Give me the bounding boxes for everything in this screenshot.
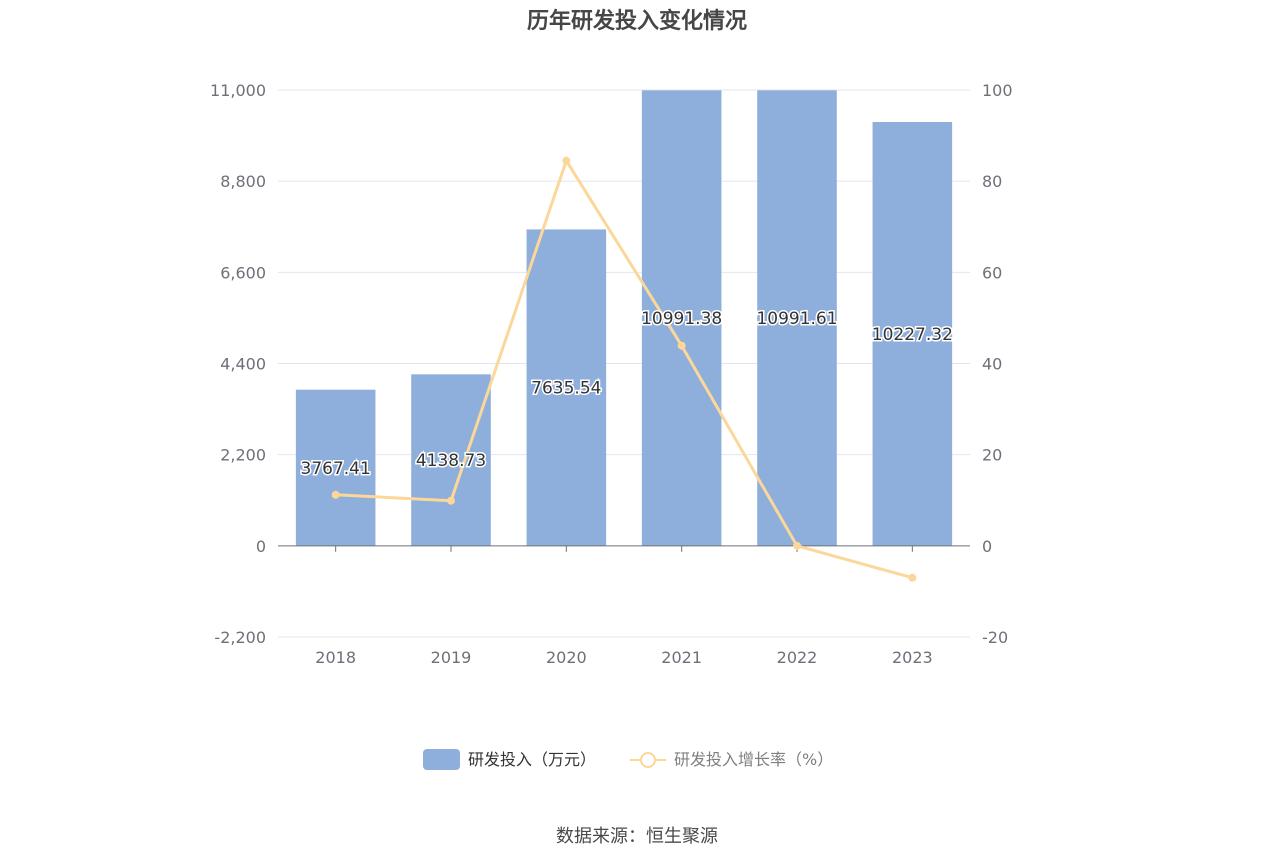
- y-left-tick-label: 4,400: [220, 355, 266, 374]
- y-right-tick-label: 80: [982, 172, 1002, 191]
- bar-value-label: 7635.54: [531, 379, 601, 399]
- bar: [757, 90, 837, 546]
- x-tick-label: 2021: [661, 648, 702, 667]
- x-tick-label: 2019: [431, 648, 472, 667]
- bar-value-label: 10991.38: [641, 309, 722, 329]
- y-left-tick-label: 2,200: [220, 446, 266, 465]
- bar-value-label: 10227.32: [872, 325, 953, 345]
- bar: [411, 374, 491, 546]
- bar: [295, 389, 376, 546]
- y-right-tick-label: 40: [982, 355, 1002, 374]
- growth-point: [908, 573, 917, 582]
- x-tick-label: 2023: [892, 648, 933, 667]
- growth-line: [335, 159, 913, 580]
- growth-point: [793, 541, 801, 550]
- y-right-tick-label: -20: [982, 628, 1008, 647]
- legend-line-marker: [640, 752, 656, 768]
- y-left-tick-label: 11,000: [210, 81, 266, 100]
- bar-series: [295, 90, 953, 546]
- growth-point: [562, 156, 571, 165]
- bar: [526, 229, 607, 546]
- y-right-tick-label: 0: [982, 537, 992, 556]
- legend-item-line[interactable]: 研发投入增长率（%）: [630, 750, 833, 769]
- y-right-tick-label: 100: [982, 81, 1013, 100]
- growth-point: [331, 490, 340, 499]
- legend[interactable]: 研发投入（万元） 研发投入增长率（%）: [423, 749, 833, 770]
- grid-lines: [278, 89, 970, 638]
- legend-bar-swatch: [423, 749, 460, 770]
- bar-value-label: 10991.61: [756, 309, 837, 329]
- source-note: 数据来源：恒生聚源: [556, 826, 718, 847]
- y-right-tick-label: 20: [982, 446, 1002, 465]
- y-left-tick-label: 0: [256, 537, 266, 556]
- axes: -2,200 0 2,200 4,400 6,600 8,800 11,000 -20 0 20 4…: [210, 81, 1013, 667]
- x-tick-label: 2018: [315, 648, 356, 667]
- data-labels: 3767.41 4138.73 7635.54 10991.38 10991.61 102…: [299, 308, 954, 481]
- y-right-tick-label: 60: [982, 263, 1002, 282]
- bar: [872, 122, 953, 546]
- legend-item-bar[interactable]: 研发投入（万元）: [423, 749, 596, 770]
- line-series: [331, 156, 917, 582]
- y-left-tick-label: 6,600: [220, 263, 266, 282]
- y-left-tick-label: -2,200: [214, 628, 266, 647]
- bar-value-label: 3767.41: [301, 459, 371, 479]
- chart-title: 历年研发投入变化情况: [527, 8, 747, 34]
- growth-point: [447, 496, 455, 505]
- growth-point: [677, 341, 686, 350]
- legend-line-label: 研发投入增长率（%）: [674, 750, 833, 769]
- y-left-tick-label: 8,800: [220, 172, 266, 191]
- bar: [641, 90, 722, 546]
- x-tick-label: 2020: [546, 648, 587, 667]
- bar-value-label: 4138.73: [416, 451, 486, 471]
- x-tick-label: 2022: [777, 648, 818, 667]
- legend-bar-label: 研发投入（万元）: [468, 750, 596, 769]
